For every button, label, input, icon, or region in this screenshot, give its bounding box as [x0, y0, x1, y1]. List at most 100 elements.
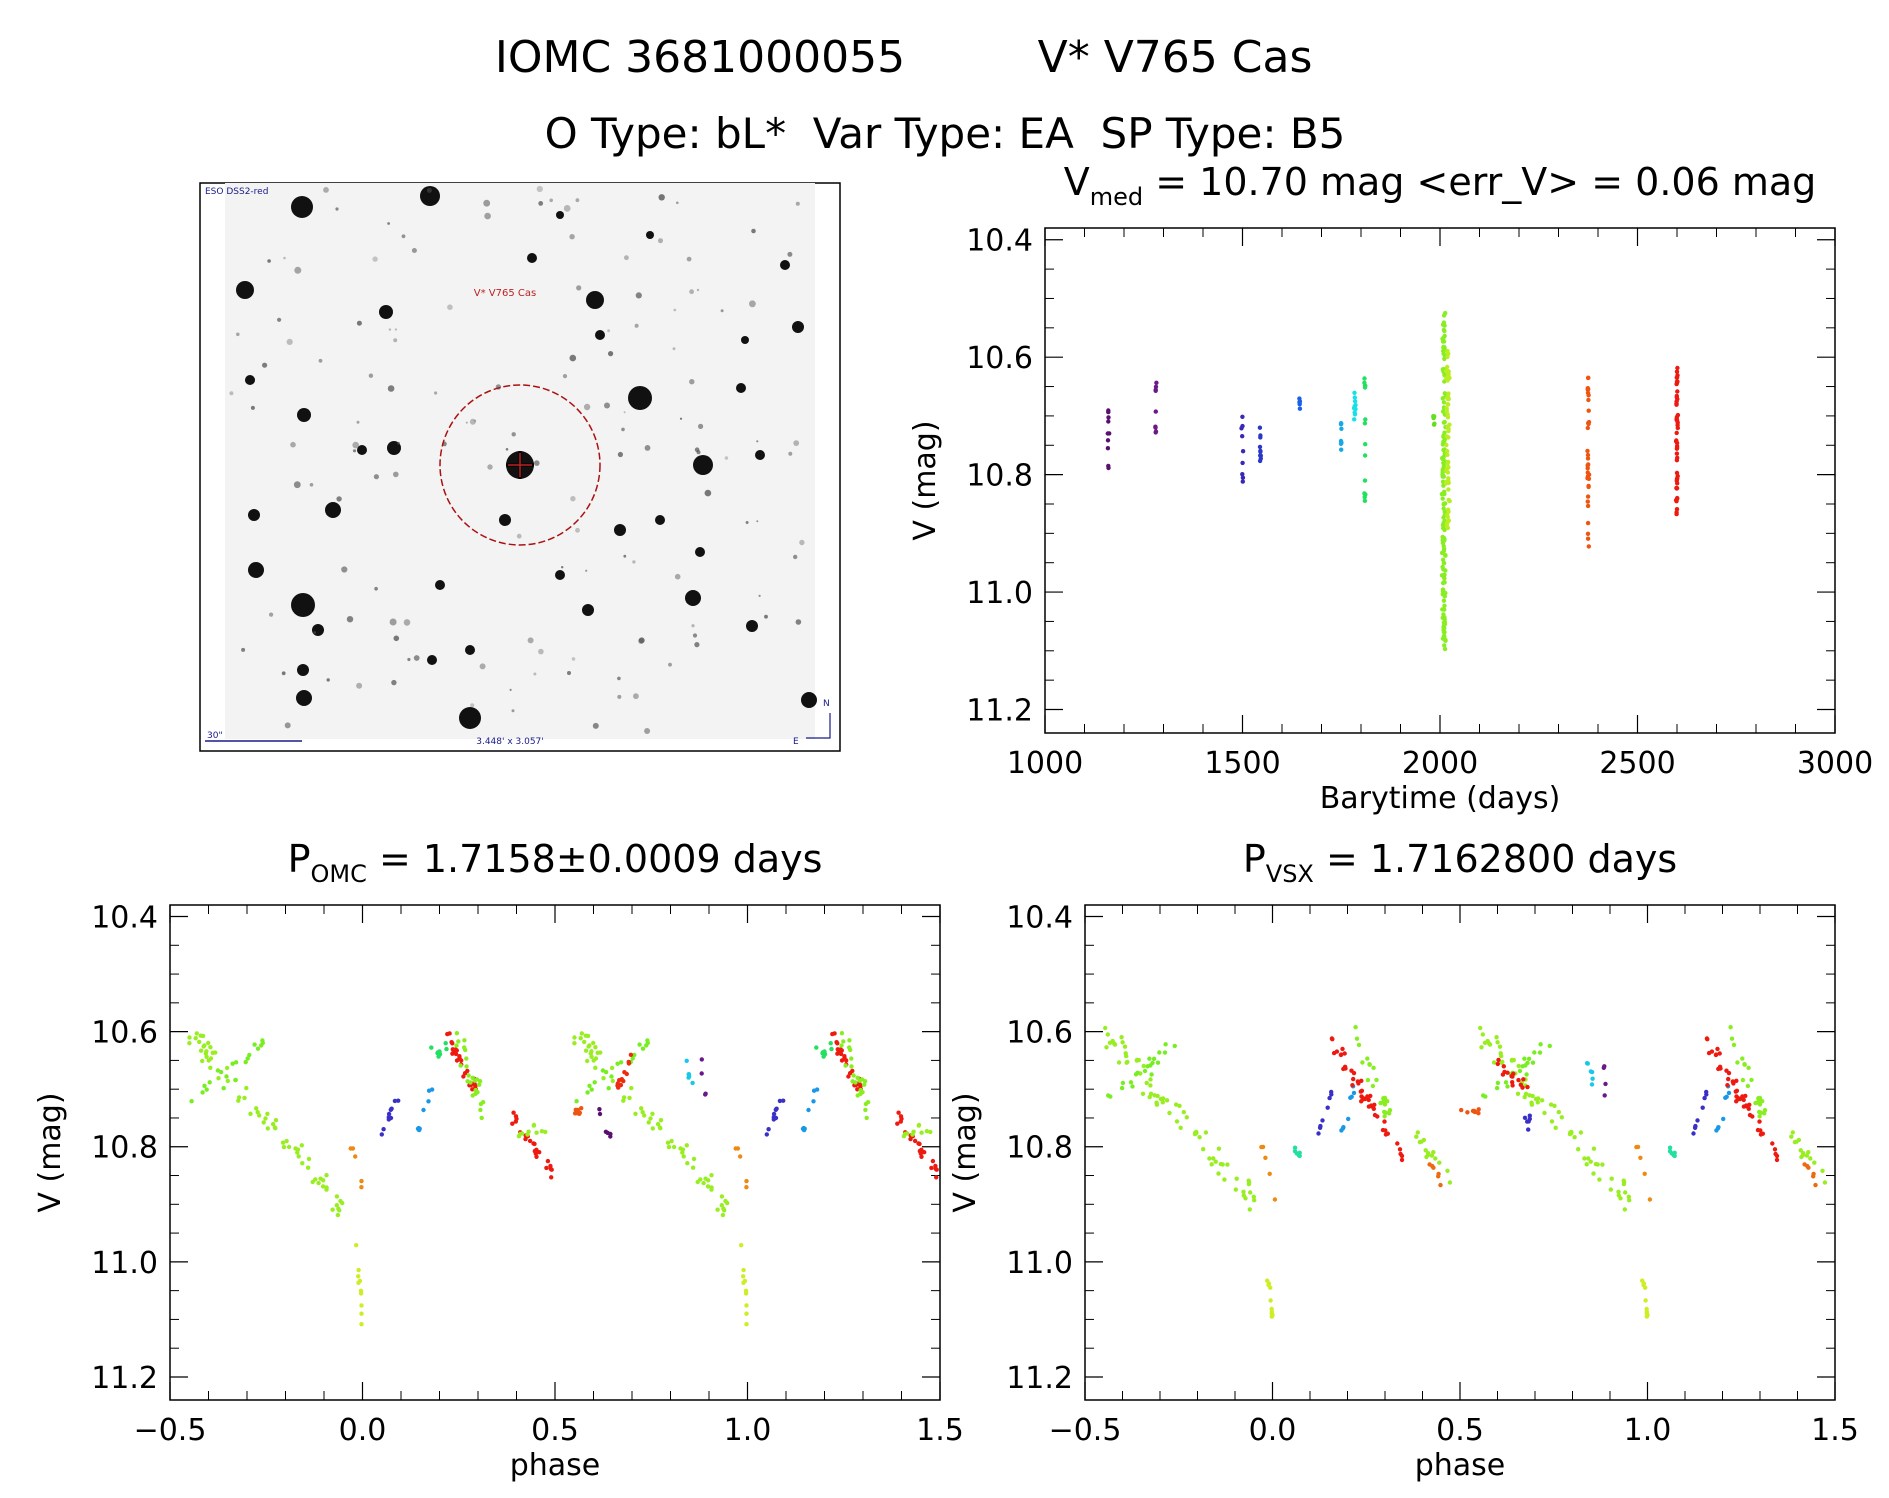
phase_omc-plot-frame: [169, 904, 941, 1401]
finder-faint-star: [286, 338, 293, 345]
finder-faint-star: [724, 456, 729, 460]
data-point: [260, 1038, 265, 1043]
data-point: [1148, 1091, 1154, 1097]
finder-star: [555, 570, 565, 580]
data-point: [1441, 543, 1446, 549]
finder-faint-star: [758, 594, 761, 598]
data-point: [858, 1084, 863, 1089]
finder-faint-star: [368, 373, 374, 378]
data-point: [1447, 1180, 1453, 1185]
data-point: [1527, 1113, 1533, 1118]
data-point: [1329, 1092, 1334, 1097]
data-point: [572, 1111, 578, 1116]
data-point: [597, 1111, 603, 1117]
data-point: [386, 1111, 392, 1117]
data-point: [839, 1031, 845, 1036]
data-point: [1446, 391, 1451, 396]
data-point: [1120, 1040, 1125, 1045]
data-point: [593, 1065, 598, 1071]
data-point: [1674, 379, 1680, 384]
data-point: [1362, 478, 1368, 483]
finder-chart: ESO DSS2-red V* V765 Cas 30" 3.448' x 3.…: [199, 182, 841, 752]
finder-faint-star: [393, 471, 399, 478]
data-point: [1338, 1052, 1344, 1058]
data-point: [1106, 463, 1111, 469]
data-point: [1734, 1099, 1739, 1104]
data-point: [699, 1057, 704, 1062]
finder-faint-star: [569, 234, 575, 240]
data-point: [265, 1126, 270, 1131]
data-point: [917, 1148, 923, 1154]
data-point: [577, 1110, 582, 1116]
data-point: [632, 1052, 637, 1058]
data-point: [898, 1119, 903, 1124]
finder-star: [499, 514, 511, 526]
data-point: [640, 1110, 645, 1115]
data-point: [1445, 1168, 1450, 1174]
finder-faint-star: [751, 228, 756, 234]
data-point: [1445, 452, 1450, 458]
data-point: [468, 1080, 473, 1085]
finder-star: [527, 253, 537, 263]
finder-faint-star: [484, 212, 491, 220]
data-point: [273, 1118, 279, 1123]
finder-faint-star: [374, 586, 378, 591]
finder-star: [586, 291, 604, 309]
data-point: [1443, 310, 1448, 316]
finder-faint-star: [335, 207, 339, 211]
data-point: [637, 1042, 642, 1047]
data-point: [806, 1107, 811, 1113]
phase-vsx-panel: PVSX = 1.7162800 days −0.5 0.0 0.5 1.0 1.5 10.…: [948, 837, 1859, 1483]
data-point: [1445, 378, 1450, 383]
data-point: [1495, 1080, 1501, 1086]
data-point: [912, 1138, 918, 1144]
finder-faint-star: [788, 451, 793, 456]
lightcurve-ytick-label: 10.6: [966, 341, 1033, 376]
finder-faint-star: [447, 304, 453, 311]
data-point: [202, 1043, 207, 1048]
data-point: [1747, 1112, 1753, 1118]
data-point: [1174, 1119, 1180, 1124]
data-point: [359, 1303, 364, 1308]
finder-faint-star: [262, 362, 268, 368]
data-point: [1675, 396, 1680, 402]
data-point: [1320, 1118, 1325, 1123]
phase_vsx-ytick-label: 11.2: [1006, 1361, 1073, 1396]
finder-faint-star: [534, 460, 540, 466]
data-point: [1804, 1153, 1810, 1158]
data-point: [1297, 406, 1303, 411]
data-point: [1362, 491, 1367, 496]
phase_omc-xtick-label: −0.5: [134, 1413, 207, 1448]
phase_vsx-xtick-label: 1.0: [1624, 1413, 1672, 1448]
data-point: [462, 1045, 467, 1050]
phase_omc-title: POMC = 1.7158±0.0009 days: [288, 837, 823, 888]
data-point: [1145, 1064, 1150, 1069]
finder-star: [746, 620, 758, 632]
data-point: [685, 1161, 690, 1166]
data-point: [1585, 536, 1591, 541]
data-point: [671, 1144, 677, 1150]
data-point: [814, 1045, 819, 1050]
data-point: [691, 1156, 697, 1162]
data-point: [1442, 621, 1448, 627]
data-point: [1757, 1097, 1763, 1103]
data-point: [1717, 1051, 1722, 1056]
data-point: [479, 1115, 484, 1121]
lightcurve-plot-frame: [1044, 227, 1836, 734]
finder-star: [633, 391, 647, 405]
data-point: [464, 1064, 469, 1069]
data-point: [1419, 1139, 1424, 1144]
finder-faint-star: [387, 222, 390, 225]
data-point: [1446, 372, 1451, 377]
finder-star: [435, 580, 445, 590]
data-point: [842, 1054, 847, 1059]
data-point: [1721, 1116, 1726, 1122]
data-point: [680, 1147, 686, 1152]
data-point: [669, 1138, 674, 1144]
finder-faint-star: [323, 187, 329, 193]
phase_vsx-xlabel: phase: [1415, 1448, 1506, 1483]
data-point: [572, 1035, 577, 1040]
finder-faint-star: [250, 405, 255, 410]
data-point: [777, 1098, 783, 1104]
data-point: [1616, 1189, 1621, 1195]
